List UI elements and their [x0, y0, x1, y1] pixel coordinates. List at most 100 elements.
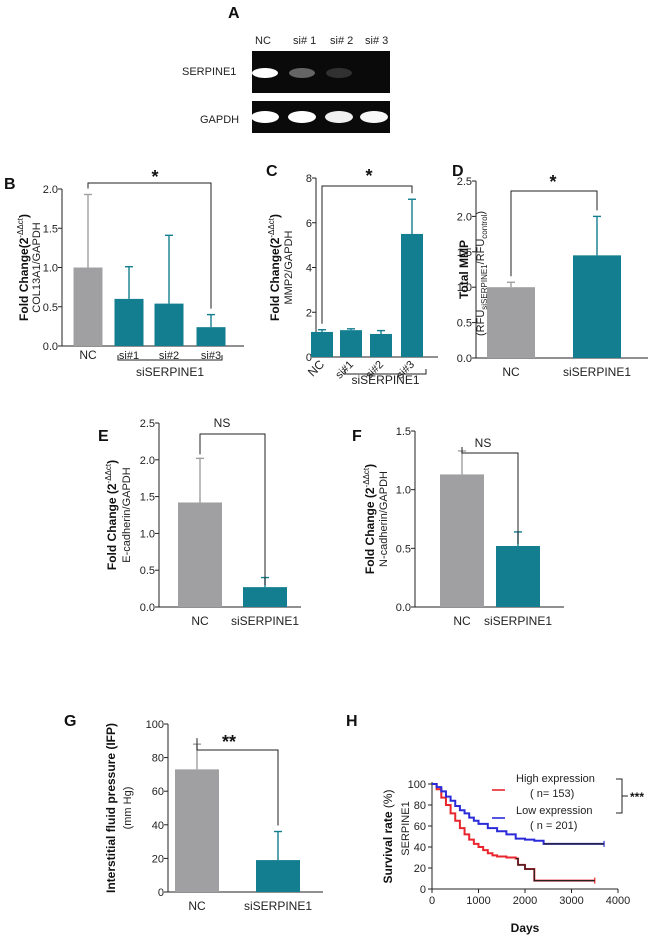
bar-si#1: [340, 330, 362, 357]
y-axis-title: Fold Change (2-ΔΔct): [104, 460, 119, 570]
y-axis-subtitle: N-cadherin/GAPDH: [378, 471, 390, 567]
y-axis-subtitle: E-cadherin/GAPDH: [121, 467, 133, 562]
y-tick-label: 40: [414, 842, 426, 854]
panel-label-c: C: [266, 163, 278, 180]
km-curve-high-tail: [515, 857, 595, 882]
y-tick-label: 80: [414, 800, 426, 812]
significance-bracket: [510, 190, 598, 277]
gel-row-label-gapdh: GAPDH: [200, 114, 239, 126]
x-category-label: NC: [79, 348, 97, 362]
panel-a-gel: A NC si# 1 si# 2 si# 3 SERPINE1 GAPDH: [182, 5, 390, 133]
significance-label: NS: [214, 416, 231, 430]
y-tick-label: 2.0: [140, 455, 155, 467]
y-axis-subtitle: (RFUsiSERPINE1/RFUcontrol): [475, 211, 489, 336]
lane-label-si3: si# 3: [365, 35, 388, 47]
legend-n-high: ( n= 153): [530, 788, 574, 800]
y-tick-label: 0: [158, 887, 164, 899]
y-tick-label: 1.5: [396, 426, 411, 438]
y-tick-label: 0.0: [43, 341, 58, 353]
significance-label: *: [365, 166, 372, 186]
y-axis-subtitle-part: /RFU: [475, 239, 487, 265]
x-tick-label: 2000: [513, 895, 537, 907]
lane-label-si1: si# 1: [293, 35, 316, 47]
y-axis-title-end: ): [17, 214, 31, 218]
y-tick-label: 2.5: [457, 176, 472, 188]
y-axis-subtitle-part: control: [480, 214, 489, 238]
bar-siSERPINE1: [573, 255, 621, 358]
significance-bracket: [196, 738, 279, 826]
y-axis-subtitle-part: (RFU: [475, 310, 487, 336]
significance-label: **: [222, 732, 236, 752]
y-axis-subtitle-part: ): [475, 211, 487, 215]
y-tick-label: 2.0: [457, 211, 472, 223]
significance-label: *: [151, 167, 158, 187]
y-tick-label: 20: [414, 863, 426, 875]
bar-siSERPINE1: [256, 860, 300, 892]
significance-label: NS: [475, 436, 492, 450]
bar-siSERPINE1: [243, 587, 287, 607]
bar-NC: [73, 267, 103, 346]
legend-bracket: [616, 778, 628, 814]
bar-si#1: [114, 298, 144, 346]
y-tick-label: 1.0: [396, 485, 411, 497]
y-tick-label: 100: [146, 719, 164, 731]
y-axis-subtitle: SERPINE1: [400, 801, 412, 855]
y-axis-title-end: ): [105, 460, 119, 464]
x-category-label: siSERPINE1: [231, 614, 299, 628]
bar-NC: [440, 474, 484, 607]
y-axis-subtitle: MMP2/GAPDH: [283, 230, 295, 304]
lane-label-si2: si# 2: [330, 35, 353, 47]
y-tick-label: 2.0: [43, 184, 58, 196]
bar-NC: [175, 769, 219, 892]
panel-label-e: E: [98, 428, 109, 445]
y-tick-label: 0.5: [43, 302, 58, 314]
y-axis-title-part: Fold Change(2: [268, 237, 282, 321]
bar-si#3: [196, 327, 226, 346]
y-tick-label: 0.0: [457, 353, 472, 365]
panel-label-f: F: [352, 428, 362, 445]
y-axis-title-end: ): [268, 214, 282, 218]
y-tick-label: 0: [420, 884, 426, 896]
gel-band-serpine1-2: [326, 68, 352, 78]
y-tick-label: 0: [306, 352, 312, 364]
y-tick-label: 60: [414, 821, 426, 833]
x-category-label: NC: [188, 899, 206, 913]
y-axis-title-sup: -ΔΔct: [16, 217, 25, 237]
x-tick-label: 3000: [559, 895, 583, 907]
x-category-label: si#1: [119, 350, 139, 362]
gel-band-serpine1-1: [289, 68, 315, 78]
km-curve-low: [432, 783, 605, 845]
significance-bracket: [199, 433, 266, 586]
panel-d-chart: D 0.0 0.5 1.0 1.5 2.0 2.5 NC siSERPINE1 * Total MM…: [452, 163, 648, 379]
y-axis-title-sup: -ΔΔct: [267, 217, 276, 237]
gel-band-gapdh-2: [325, 111, 353, 123]
bar-si#2: [370, 333, 392, 357]
y-tick-label: 100: [408, 779, 426, 791]
significance-bracket: [461, 446, 519, 544]
y-axis-title: Total MMP: [457, 240, 471, 299]
x-category-label: si#2: [159, 350, 179, 362]
y-tick-label: 0.0: [396, 602, 411, 614]
x-tick-label: 0: [429, 895, 435, 907]
y-axis-title: Survival rate (%): [381, 789, 395, 883]
y-axis-title-part: Fold Change(2: [17, 237, 31, 321]
panel-b-chart: B 0.0 0.5 1.0 1.5 2.0 NC si#1 si#2 si#3 siSERPINE1…: [4, 167, 244, 379]
y-axis-title-part: Survival rate: [381, 808, 395, 883]
y-tick-label: 1.0: [140, 528, 155, 540]
y-tick-label: 1.5: [140, 492, 155, 504]
y-tick-label: 8: [306, 173, 312, 185]
y-axis-subtitle-part: siSERPINE1: [480, 264, 489, 310]
y-axis-title-sup: -ΔΔct: [362, 467, 371, 487]
panel-label-d: D: [452, 163, 464, 180]
significance-bracket: [321, 185, 413, 324]
x-axis-title: Days: [511, 921, 540, 935]
bar-NC: [178, 502, 222, 607]
bar-NC: [311, 331, 333, 357]
y-axis-title: Fold Change(2-ΔΔct): [16, 214, 31, 321]
y-tick-label: 40: [152, 820, 164, 832]
panel-label-h: H: [346, 713, 358, 730]
y-tick-label: 1.5: [457, 247, 472, 259]
gel-row-label-serpine1: SERPINE1: [182, 66, 236, 78]
